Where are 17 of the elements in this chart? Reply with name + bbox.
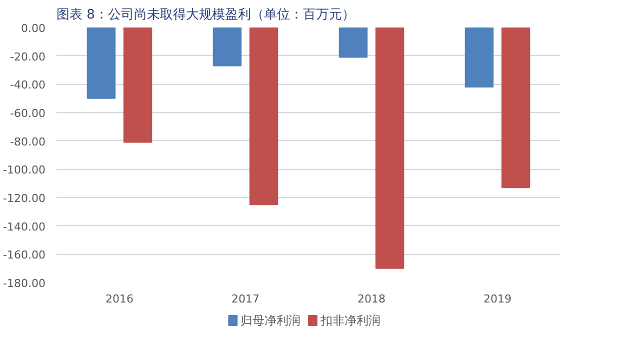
- y-tick-label: -140.00: [3, 220, 46, 234]
- legend-label: 扣非净利润: [319, 314, 380, 328]
- y-tick-label: -160.00: [3, 248, 46, 262]
- x-tick-label: 2016: [106, 292, 134, 306]
- x-tick-label: 2017: [232, 292, 260, 306]
- x-tick-label: 2018: [358, 292, 386, 306]
- x-tick-label: 2019: [484, 292, 512, 306]
- y-tick-label: -120.00: [3, 192, 46, 205]
- y-tick-label: -20.00: [10, 50, 46, 64]
- y-tick-label: -60.00: [10, 107, 46, 120]
- legend-label: 归母净利润: [240, 314, 300, 328]
- y-tick-label: -100.00: [3, 164, 46, 177]
- y-tick-label: 0.00: [21, 22, 46, 35]
- chart-title: 图表 8：公司尚未取得大规模盈利（单位：百万元）: [56, 8, 355, 22]
- y-tick-label: -40.00: [10, 78, 46, 92]
- y-tick-label: -180.00: [3, 277, 46, 290]
- y-tick-label: -80.00: [10, 135, 46, 148]
